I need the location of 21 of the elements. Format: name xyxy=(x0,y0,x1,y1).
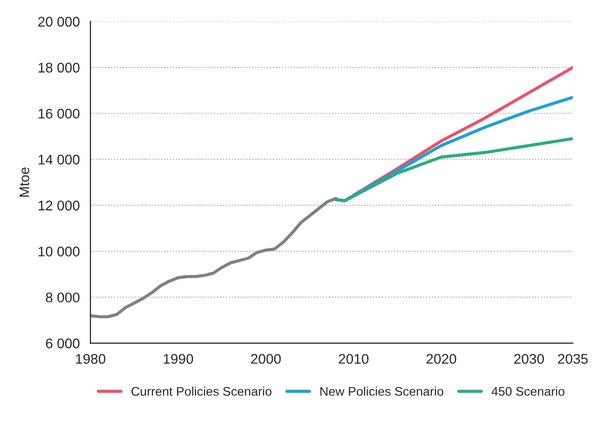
x-tick-label: 2035 xyxy=(558,354,588,364)
y-axis-title: Mtoe xyxy=(20,168,30,197)
legend-label: 450 Scenario xyxy=(492,386,564,396)
y-tick-label: 12 000 xyxy=(38,200,80,210)
y-tick-label: 8 000 xyxy=(46,292,80,302)
line-series xyxy=(334,137,573,202)
y-tick-label: 16 000 xyxy=(38,108,80,119)
x-tick-label: 2030 xyxy=(514,354,544,364)
x-tick-label: 2000 xyxy=(251,354,281,364)
legend-label: Current Policies Scenario xyxy=(132,386,272,396)
x-tick-label: 2020 xyxy=(426,354,456,364)
x-tick-label: 1990 xyxy=(164,354,194,364)
x-tick-label: 2010 xyxy=(338,354,368,364)
y-tick-label: 20 000 xyxy=(38,16,80,27)
legend-label: New Policies Scenario xyxy=(320,386,444,396)
x-tick-label: 1980 xyxy=(76,354,106,364)
y-tick-label: 10 000 xyxy=(38,246,80,256)
y-tick-label: 18 000 xyxy=(38,62,80,73)
y-tick-label: 6 000 xyxy=(46,338,80,348)
line-series xyxy=(90,196,338,318)
y-tick-label: 14 000 xyxy=(38,154,80,165)
